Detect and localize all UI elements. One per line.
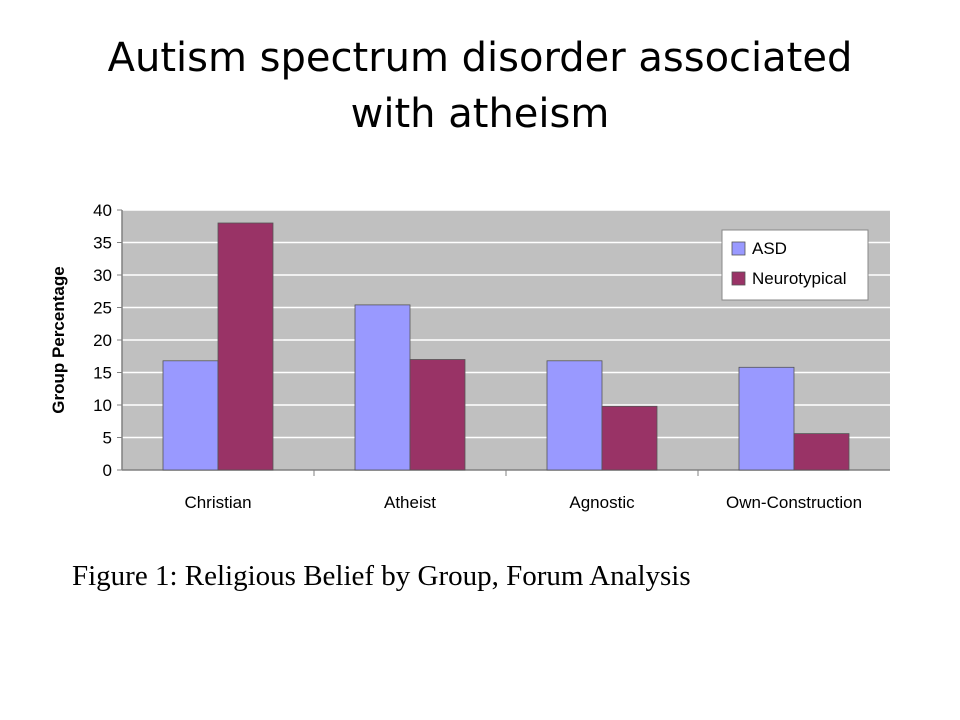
x-tick-label: Atheist	[384, 493, 436, 512]
legend-label-neurotypical: Neurotypical	[752, 269, 847, 288]
bar-neurotypical-atheist	[409, 359, 466, 471]
bar-asd-own-construction	[738, 366, 795, 471]
bar-neurotypical-agnostic	[601, 405, 658, 471]
figure-caption: Figure 1: Religious Belief by Group, For…	[72, 560, 691, 592]
x-tick-label: Agnostic	[569, 493, 635, 512]
y-tick-label: 0	[103, 461, 112, 480]
y-tick-label: 40	[93, 201, 112, 220]
y-tick-label: 15	[93, 364, 112, 383]
bar-asd-atheist	[354, 304, 411, 471]
y-tick-label: 35	[93, 234, 112, 253]
y-axis-title: Group Percentage	[49, 266, 68, 413]
y-tick-label: 25	[93, 299, 112, 318]
bar-neurotypical-own-construction	[793, 433, 850, 471]
bar-asd-christian	[162, 360, 219, 471]
bar-neurotypical-christian	[217, 222, 274, 471]
y-tick-label: 10	[93, 396, 112, 415]
bar-asd-agnostic	[546, 360, 603, 471]
slide-title-line-1: Autism spectrum disorder associated	[107, 35, 853, 81]
slide-title-line-2: with atheism	[350, 91, 610, 137]
y-tick-label: 20	[93, 331, 112, 350]
x-tick-label: Own-Construction	[726, 493, 862, 512]
legend-label-asd: ASD	[752, 239, 787, 258]
y-tick-label: 5	[103, 429, 112, 448]
legend-swatch-neurotypical	[731, 271, 746, 286]
y-tick-label: 30	[93, 266, 112, 285]
legend-box	[721, 229, 869, 301]
slide-title: Autism spectrum disorder associated with…	[40, 30, 920, 142]
x-tick-label: Christian	[184, 493, 251, 512]
legend-swatch-asd	[731, 241, 746, 256]
